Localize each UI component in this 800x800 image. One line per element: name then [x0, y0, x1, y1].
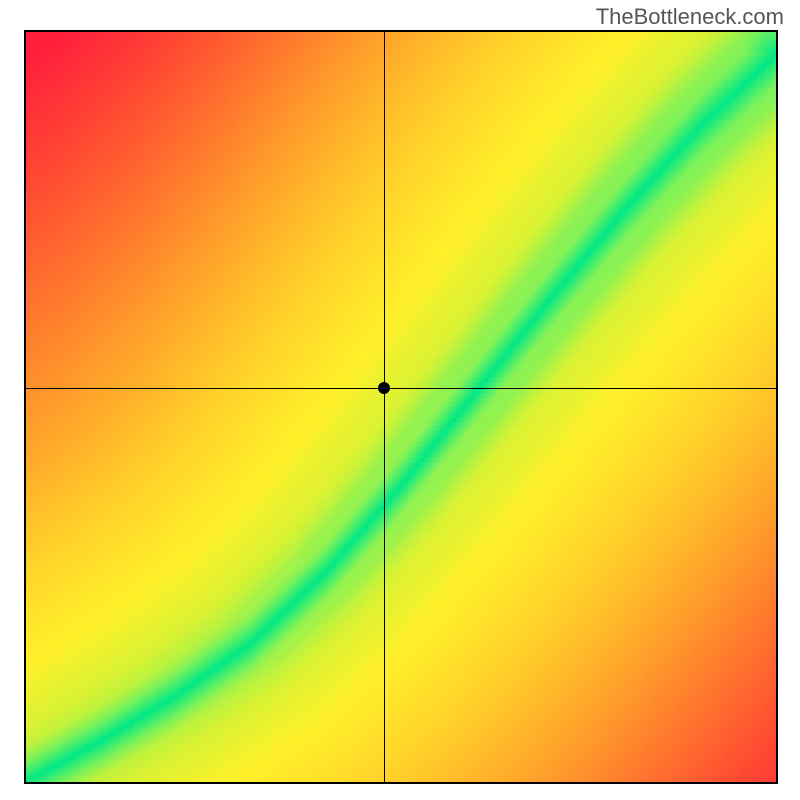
crosshair-horizontal [26, 388, 776, 389]
heatmap-canvas [26, 32, 776, 782]
crosshair-vertical [384, 32, 385, 782]
marker-dot [378, 382, 390, 394]
bottleneck-heatmap [24, 30, 778, 784]
watermark-text: TheBottleneck.com [596, 4, 784, 30]
